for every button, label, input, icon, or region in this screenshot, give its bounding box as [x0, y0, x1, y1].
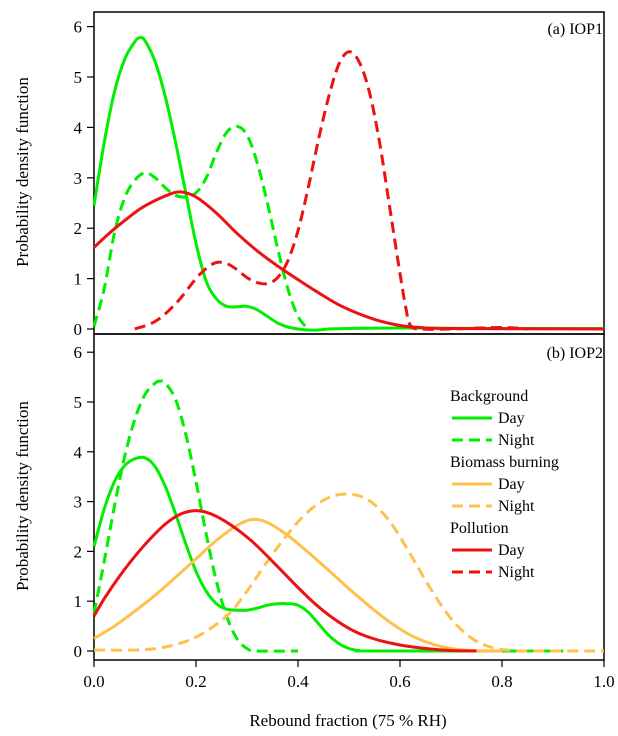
series-line-pollution-day-iop2 [92, 509, 477, 653]
series-line-background-day-iop2 [92, 455, 564, 653]
y-axis-label-top: Probability density function [13, 77, 32, 267]
x-tick-label: 0.0 [83, 672, 104, 691]
panel-label-top: (a) IOP1 [547, 21, 603, 38]
series-line-biomass-night-iop2 [93, 492, 605, 653]
y-tick-label: 0 [74, 320, 83, 339]
x-tick-label: 1.0 [593, 672, 614, 691]
y-tick-label: 3 [74, 169, 83, 188]
y-tick-label: 6 [74, 343, 83, 362]
series-line-background-night-iop2 [92, 379, 299, 653]
legend-group-title: Pollution [450, 520, 509, 537]
series-line-pollution-night-iop1 [134, 50, 528, 331]
legend-entry-label: Night [498, 498, 535, 515]
plot-frame-top [93, 11, 605, 335]
legend-entry-label: Day [498, 410, 525, 427]
y-tick-label: 1 [74, 592, 83, 611]
legend-group-title: Biomass burning [450, 454, 559, 471]
legend-entry-label: Day [498, 476, 525, 493]
legend-group-title: Background [450, 388, 528, 405]
y-tick-label: 4 [74, 118, 83, 137]
series-line-background-day-iop1 [92, 36, 605, 332]
y-axis-label-bottom: Probability density function [13, 401, 32, 591]
y-tick-label: 2 [74, 542, 83, 561]
legend-entry-label: Day [498, 542, 525, 559]
x-tick-label: 0.4 [287, 672, 309, 691]
series-line-pollution-day-iop1 [92, 190, 605, 331]
x-axis-label: Rebound fraction (75 % RH) [249, 711, 446, 730]
panel-label-bottom: (b) IOP2 [547, 345, 603, 362]
y-tick-label: 4 [74, 443, 83, 462]
y-tick-label: 5 [74, 68, 83, 87]
y-tick-label: 0 [74, 642, 83, 661]
series-line-background-night-iop1 [92, 124, 310, 331]
x-tick-label: 0.8 [491, 672, 512, 691]
y-tick-label: 3 [74, 493, 83, 512]
y-tick-label: 6 [74, 18, 83, 37]
plot-frame-bottom [93, 333, 605, 661]
x-tick-label: 0.6 [389, 672, 410, 691]
series-line-biomass-day-iop2 [93, 517, 503, 653]
y-tick-label: 1 [74, 270, 83, 289]
legend-entry-label: Night [498, 432, 535, 449]
y-tick-label: 2 [74, 219, 83, 238]
x-tick-label: 0.2 [185, 672, 206, 691]
y-tick-label: 5 [74, 393, 83, 412]
legend-entry-label: Night [498, 564, 535, 581]
